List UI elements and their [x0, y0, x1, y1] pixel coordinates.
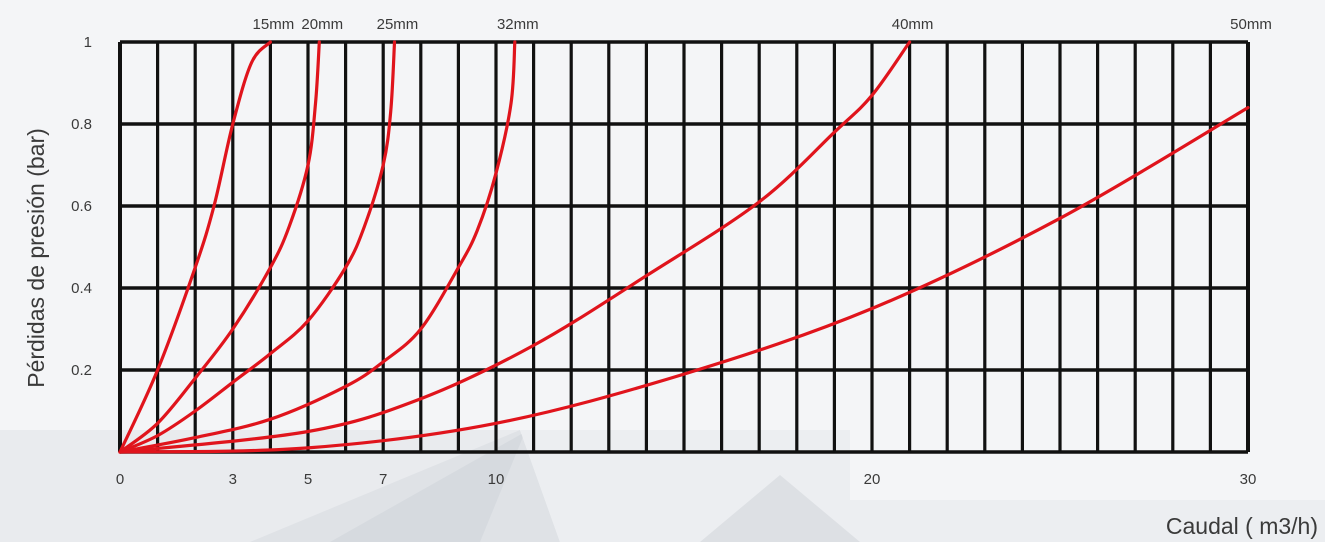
- y-tick-label: 0.6: [71, 198, 92, 215]
- series-line-25mm: [118, 40, 397, 454]
- series-label-25mm: 25mm: [377, 16, 419, 33]
- y-tick-label: 0.8: [71, 116, 92, 133]
- series-line-50mm: [118, 106, 1250, 454]
- x-tick-label: 0: [116, 471, 124, 488]
- series-label-40mm: 40mm: [892, 16, 934, 33]
- x-tick-label: 5: [304, 471, 312, 488]
- series-label-20mm: 20mm: [301, 16, 343, 33]
- series-line-40mm: [118, 40, 912, 454]
- series-label-15mm: 15mm: [253, 16, 295, 33]
- series-line-20mm: [118, 40, 321, 454]
- series-line-32mm: [118, 40, 517, 454]
- y-axis-title: Pérdidas de presión (bar): [23, 128, 49, 388]
- grid: [118, 40, 1250, 454]
- y-tick-label: 0.2: [71, 362, 92, 379]
- axis-ticks: 0 3 5 7 10 20 30 0.2 0.4 0.6 0.8 1: [71, 34, 1256, 488]
- series-line-15mm: [118, 40, 272, 454]
- x-tick-label: 30: [1240, 471, 1257, 488]
- x-axis-title: Caudal ( m3/h): [1166, 513, 1318, 539]
- series-lines: [118, 40, 1250, 454]
- series-label-32mm: 32mm: [497, 16, 539, 33]
- series-label-50mm: 50mm: [1230, 16, 1272, 33]
- series-labels: 15mm 20mm 25mm 32mm 40mm 50mm: [253, 16, 1272, 33]
- x-tick-label: 10: [488, 471, 505, 488]
- x-tick-label: 3: [229, 471, 237, 488]
- y-tick-label: 1: [84, 34, 92, 51]
- x-tick-label: 20: [864, 471, 881, 488]
- y-tick-label: 0.4: [71, 280, 92, 297]
- x-tick-label: 7: [379, 471, 387, 488]
